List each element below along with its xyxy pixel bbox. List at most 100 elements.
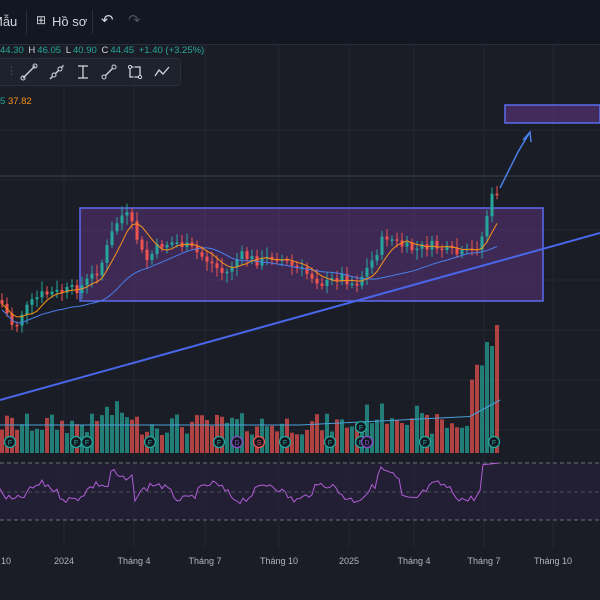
volume-bar	[45, 417, 49, 453]
volume-bar	[290, 432, 294, 453]
volume-bar	[260, 418, 264, 453]
candle	[245, 251, 249, 260]
path-icon[interactable]	[153, 63, 171, 81]
undo-icon[interactable]: ↶	[101, 12, 114, 29]
projection-path[interactable]	[499, 131, 531, 189]
signal-marker: F	[143, 435, 157, 449]
info-line-icon[interactable]	[74, 63, 92, 81]
change-value: +1.40 (+3.25%)	[138, 45, 205, 56]
candle	[325, 280, 329, 287]
volume-bar	[20, 424, 24, 453]
volume-bar	[250, 434, 254, 453]
time-axis: 10 2024 Tháng 4 Tháng 7 Tháng 10 2025 Th…	[0, 548, 600, 600]
support-trendline[interactable]	[0, 232, 600, 401]
candle	[350, 283, 354, 286]
volume-bar	[0, 429, 4, 453]
trend-line-icon[interactable]	[20, 63, 38, 81]
volume-bar	[200, 415, 204, 453]
candle	[175, 242, 179, 244]
candle	[490, 193, 494, 217]
volume-bar	[270, 425, 274, 453]
candle	[295, 265, 299, 268]
volume-bar	[335, 419, 339, 453]
volume-bar	[10, 417, 14, 453]
volume-bar	[420, 413, 424, 453]
volume-bar	[495, 324, 499, 453]
close-value: 44.45	[110, 45, 135, 56]
marker-letter: F	[85, 440, 89, 447]
candle	[340, 274, 344, 282]
template-label[interactable]: Mẫu	[0, 14, 18, 29]
volume-bar	[110, 415, 114, 453]
candle	[165, 244, 169, 248]
volume-bar	[440, 419, 444, 453]
ray-icon[interactable]	[48, 63, 66, 81]
candle	[100, 262, 104, 276]
volume-bar	[180, 427, 184, 453]
candle	[170, 242, 174, 245]
rsi-line	[0, 462, 499, 505]
candle	[445, 245, 449, 250]
candle	[420, 244, 424, 249]
volume-bar	[265, 426, 269, 453]
indicator-value-2: 37.82	[7, 96, 32, 107]
candle	[155, 244, 159, 255]
marker-letter: D	[364, 440, 369, 447]
candle	[0, 300, 4, 304]
candle	[95, 273, 99, 276]
volume-bar	[115, 401, 119, 453]
marker-letter: D	[234, 440, 239, 447]
candle	[130, 212, 134, 222]
extended-line-icon[interactable]	[100, 63, 118, 81]
rsi-panel	[0, 463, 600, 520]
volume-bar	[340, 419, 344, 453]
candle	[215, 263, 219, 269]
volume-bar	[5, 415, 9, 453]
candle	[205, 256, 209, 262]
grid-icon[interactable]: ⊞	[36, 13, 47, 27]
marker-letter: F	[328, 440, 332, 447]
volume-bar	[160, 434, 164, 453]
drag-handle-icon[interactable]: ⋮	[6, 65, 17, 77]
volume-bar	[320, 430, 324, 453]
low-label: L	[65, 45, 72, 56]
volume-bar	[405, 424, 409, 453]
volume-bar	[380, 403, 384, 453]
candle	[495, 193, 499, 196]
signal-marker: F	[278, 435, 292, 449]
volume-bar	[175, 414, 179, 453]
candle	[220, 268, 224, 273]
signal-marker: D	[360, 435, 374, 449]
candle	[460, 250, 464, 255]
close-label: C	[101, 45, 109, 56]
marker-letter: F	[74, 440, 78, 447]
toolbar-divider	[26, 10, 27, 34]
volume-ma-line	[0, 399, 501, 426]
rectangle-icon[interactable]	[126, 63, 144, 81]
candle	[365, 267, 369, 277]
signal-marker: F	[80, 435, 94, 449]
low-value: 40.90	[73, 45, 97, 56]
profile-label[interactable]: Hồ sơ	[52, 14, 88, 29]
volume-bar	[305, 429, 309, 453]
candle	[440, 248, 444, 251]
candle	[375, 254, 379, 261]
volume-bar	[475, 364, 479, 453]
time-label: 2025	[338, 556, 360, 566]
redo-icon[interactable]: ↷	[128, 12, 141, 29]
candle	[135, 221, 139, 240]
signal-markers: F F F F F D S F F F D F FF	[3, 420, 501, 449]
high-value: 46.05	[37, 45, 62, 56]
volume-bar	[460, 427, 464, 453]
price-range-rectangle[interactable]	[79, 207, 544, 302]
volume-bar	[215, 414, 219, 453]
top-toolbar: Mẫu ⊞ Hồ sơ ↶ ↷	[0, 0, 600, 45]
volume-bar	[310, 421, 314, 453]
marker-letter: F	[8, 440, 12, 447]
marker-ring	[323, 435, 337, 449]
candle	[35, 297, 39, 300]
volume-bar	[120, 412, 124, 453]
target-zone-rectangle[interactable]	[504, 104, 600, 124]
ma-slow-line	[1, 245, 498, 324]
price-chart[interactable]: F F F F F D S F F F D F FF	[0, 0, 600, 548]
